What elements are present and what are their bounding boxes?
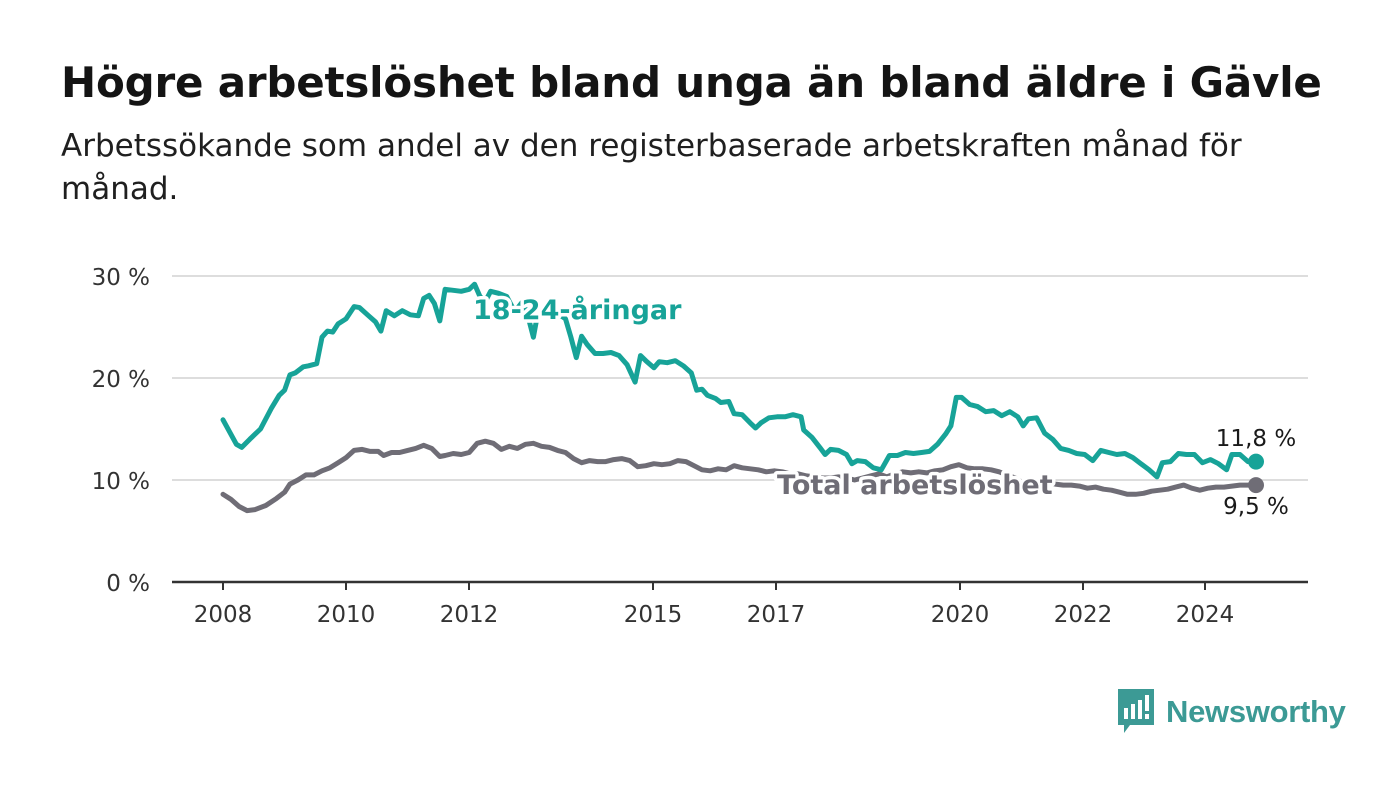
y-tick-label: 10 % [92, 469, 150, 495]
x-tick-label: 2017 [747, 602, 806, 628]
x-tick-label: 2012 [440, 602, 499, 628]
brand-logo[interactable]: Newsworthy [1118, 688, 1346, 736]
brand-name: Newsworthy [1166, 694, 1346, 729]
y-tick-label: 20 % [92, 367, 150, 393]
x-tick-label: 2022 [1054, 602, 1113, 628]
x-tick-label: 2010 [317, 602, 376, 628]
newsworthy-logo-icon [1118, 689, 1154, 733]
x-tick-label: 2008 [194, 602, 253, 628]
series-line-youth [220, 281, 1259, 480]
series-label-youth: 18-24-åringar [473, 294, 682, 326]
x-tick-label: 2020 [931, 602, 990, 628]
end-label-youth: 11,8 % [1216, 426, 1296, 452]
series-label-total: Total arbetslöshet [777, 470, 1053, 501]
y-tick-label: 0 % [106, 571, 150, 597]
end-point-total [1248, 477, 1264, 494]
chart-title: Högre arbetslöshet bland unga än bland ä… [61, 58, 1322, 107]
end-label-total: 9,5 % [1223, 494, 1289, 520]
x-tick-label: 2024 [1176, 602, 1235, 628]
y-tick-label: 30 % [92, 265, 150, 291]
x-tick-label: 2015 [624, 602, 683, 628]
end-point-youth [1248, 453, 1264, 470]
chart-subtitle: Arbetssökande som andel av den registerb… [61, 128, 1242, 207]
series-line-total [220, 438, 1259, 514]
